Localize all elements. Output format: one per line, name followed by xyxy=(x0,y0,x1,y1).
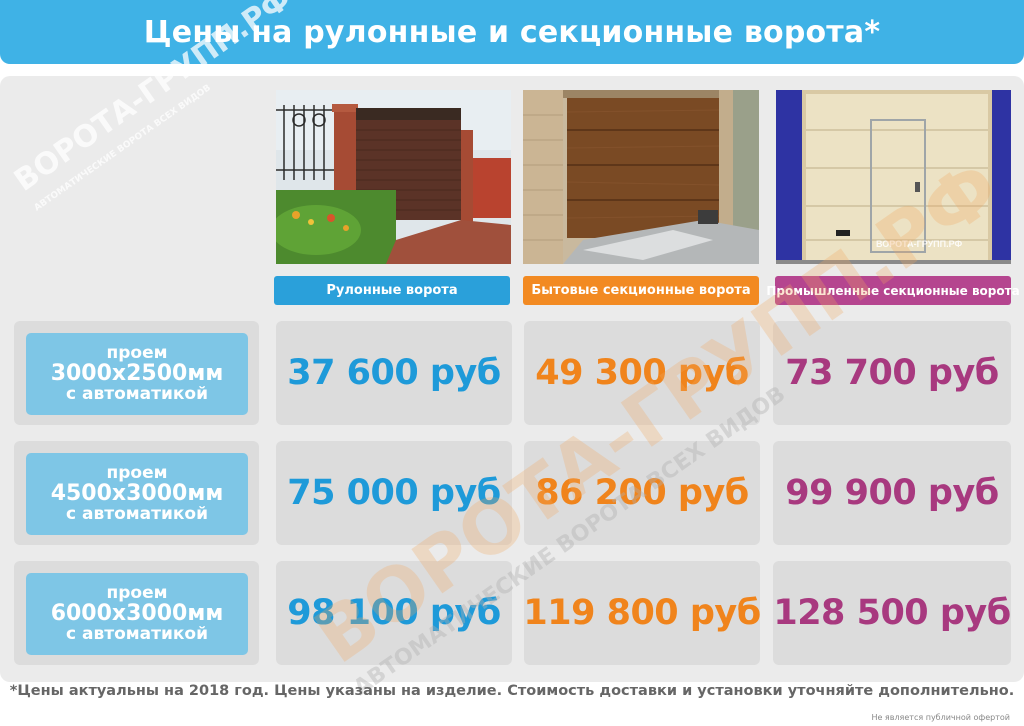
price-cell-industrial-sectional: 128 500 руб xyxy=(773,561,1011,665)
price-cell-domestic-sectional: 86 200 руб xyxy=(524,441,760,545)
header-banner: Цены на рулонные и секционные ворота* xyxy=(0,0,1024,64)
automation-note: с автоматикой xyxy=(65,503,209,524)
price-cell-domestic-sectional: 49 300 руб xyxy=(524,321,760,425)
page-title: Цены на рулонные и секционные ворота* xyxy=(143,14,881,50)
price-footnote: *Цены актуальны на 2018 год. Цены указан… xyxy=(9,683,1015,699)
domestic-sectional-door-photo xyxy=(523,90,759,264)
automation-note: с автоматикой xyxy=(65,623,209,644)
opening-word: проем xyxy=(106,342,168,363)
price-cell-roller: 98 100 руб xyxy=(276,561,512,665)
opening-dimensions: 6000х3000мм xyxy=(50,601,224,627)
offer-disclaimer: Не является публичной офертой xyxy=(871,713,1010,722)
price-cell-domestic-sectional: 119 800 руб xyxy=(523,561,761,665)
industrial-sectional-door-photo: ВОРОТА-ГРУПП.РФ xyxy=(776,90,1011,264)
opening-size-label: проем 3000х2500мм с автоматикой xyxy=(26,333,248,415)
price-cell-industrial-sectional: 99 900 руб xyxy=(773,441,1011,545)
photo-watermark-text: ВОРОТА-ГРУПП.РФ xyxy=(876,239,962,249)
roller-door-photo xyxy=(276,90,511,264)
column-label-industrial-sectional: Промышленные секционные ворота xyxy=(766,276,1020,305)
price-cell-industrial-sectional: 73 700 руб xyxy=(773,321,1011,425)
column-label-domestic-sectional: Бытовые секционные ворота xyxy=(523,276,759,305)
opening-word: проем xyxy=(106,582,168,603)
opening-size-label: проем 6000х3000мм с автоматикой xyxy=(26,573,248,655)
automation-note: с автоматикой xyxy=(65,383,209,404)
opening-size-label: проем 4500х3000мм с автоматикой xyxy=(26,453,248,535)
price-cell-roller: 37 600 руб xyxy=(276,321,512,425)
opening-word: проем xyxy=(106,462,168,483)
price-cell-roller: 75 000 руб xyxy=(276,441,512,545)
opening-dimensions: 4500х3000мм xyxy=(50,481,224,507)
column-label-roller: Рулонные ворота xyxy=(274,276,510,305)
opening-dimensions: 3000х2500мм xyxy=(50,361,224,387)
